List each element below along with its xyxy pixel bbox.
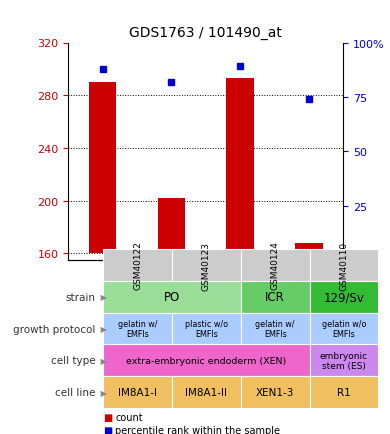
Text: strain: strain <box>66 292 96 302</box>
Text: gelatin w/
EMFls: gelatin w/ EMFls <box>255 319 295 339</box>
Text: cell line: cell line <box>55 387 96 397</box>
Bar <box>89 83 116 254</box>
Text: IM8A1-I: IM8A1-I <box>118 387 157 397</box>
Bar <box>310 376 378 408</box>
Bar <box>103 281 241 313</box>
Text: ▶: ▶ <box>98 324 106 333</box>
Bar <box>241 250 310 281</box>
Bar <box>103 250 172 281</box>
Bar <box>103 376 172 408</box>
Bar <box>172 313 241 345</box>
Text: ■: ■ <box>103 425 113 434</box>
Bar <box>226 79 254 254</box>
Text: cell type: cell type <box>51 355 96 365</box>
Text: GSM40123: GSM40123 <box>202 241 211 290</box>
Text: count: count <box>115 413 143 422</box>
Text: IM8A1-II: IM8A1-II <box>186 387 227 397</box>
Text: embryonic
stem (ES): embryonic stem (ES) <box>320 351 368 370</box>
Bar <box>172 250 241 281</box>
Text: XEN1-3: XEN1-3 <box>256 387 294 397</box>
Text: growth protocol: growth protocol <box>13 324 96 334</box>
Bar <box>310 345 378 376</box>
Text: GSM40124: GSM40124 <box>271 241 280 290</box>
Bar <box>310 281 378 313</box>
Bar <box>310 313 378 345</box>
Bar <box>241 281 310 313</box>
Text: ICR: ICR <box>265 291 285 303</box>
Text: ▶: ▶ <box>98 388 106 397</box>
Text: GSM40110: GSM40110 <box>339 241 348 290</box>
Bar <box>103 345 310 376</box>
Text: ▶: ▶ <box>98 356 106 365</box>
Bar <box>103 313 172 345</box>
Text: GSM40122: GSM40122 <box>133 241 142 290</box>
Text: percentile rank within the sample: percentile rank within the sample <box>115 425 280 434</box>
Text: plastic w/o
EMFls: plastic w/o EMFls <box>185 319 228 339</box>
Text: gelatin w/
EMFls: gelatin w/ EMFls <box>118 319 158 339</box>
Bar <box>295 243 323 254</box>
Text: extra-embryonic endoderm (XEN): extra-embryonic endoderm (XEN) <box>126 356 287 365</box>
Text: gelatin w/o
EMFls: gelatin w/o EMFls <box>322 319 366 339</box>
Title: GDS1763 / 101490_at: GDS1763 / 101490_at <box>129 26 282 39</box>
Text: ■: ■ <box>103 413 113 422</box>
Text: 129/Sv: 129/Sv <box>323 291 364 303</box>
Bar <box>158 199 185 254</box>
Bar <box>172 376 241 408</box>
Bar <box>241 376 310 408</box>
Bar <box>310 250 378 281</box>
Text: R1: R1 <box>337 387 351 397</box>
Text: PO: PO <box>164 291 180 303</box>
Text: ▶: ▶ <box>98 293 106 302</box>
Bar <box>241 313 310 345</box>
